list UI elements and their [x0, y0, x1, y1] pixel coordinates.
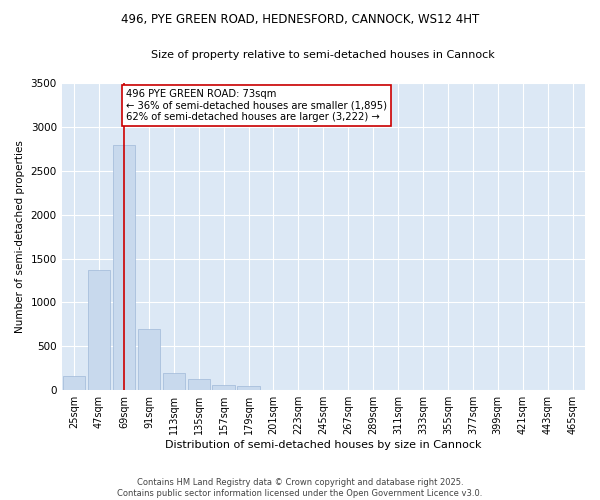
- Text: 496, PYE GREEN ROAD, HEDNESFORD, CANNOCK, WS12 4HT: 496, PYE GREEN ROAD, HEDNESFORD, CANNOCK…: [121, 12, 479, 26]
- Bar: [163, 372, 185, 390]
- Bar: [188, 379, 210, 390]
- Bar: [212, 386, 235, 390]
- Bar: [238, 386, 260, 390]
- Title: Size of property relative to semi-detached houses in Cannock: Size of property relative to semi-detach…: [151, 50, 495, 60]
- Bar: [137, 329, 160, 390]
- Text: Contains HM Land Registry data © Crown copyright and database right 2025.
Contai: Contains HM Land Registry data © Crown c…: [118, 478, 482, 498]
- Y-axis label: Number of semi-detached properties: Number of semi-detached properties: [15, 140, 25, 333]
- Text: 496 PYE GREEN ROAD: 73sqm
← 36% of semi-detached houses are smaller (1,895)
62% : 496 PYE GREEN ROAD: 73sqm ← 36% of semi-…: [127, 89, 388, 122]
- Bar: [63, 376, 85, 390]
- X-axis label: Distribution of semi-detached houses by size in Cannock: Distribution of semi-detached houses by …: [165, 440, 482, 450]
- Bar: [113, 146, 135, 390]
- Bar: [88, 270, 110, 390]
